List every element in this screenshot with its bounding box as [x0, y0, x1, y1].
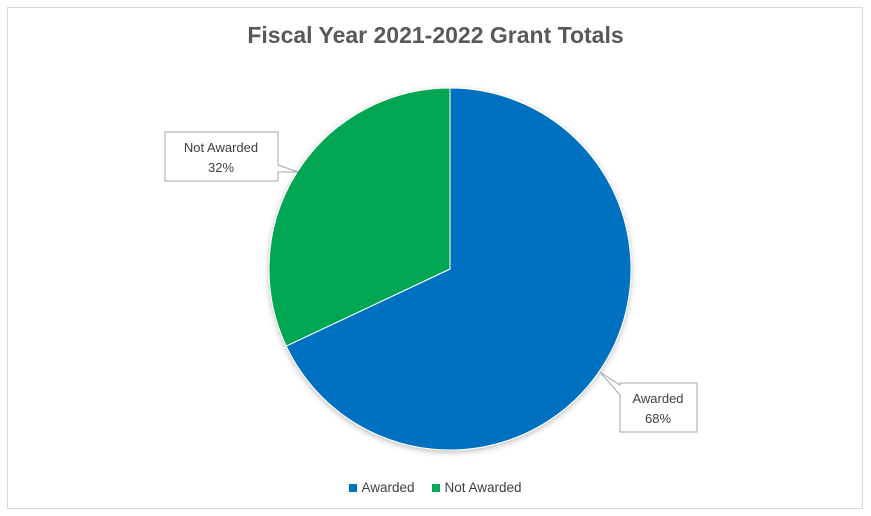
legend-label-awarded: Awarded	[361, 480, 415, 495]
callout-awarded-label: Awarded	[632, 391, 683, 406]
legend: Awarded Not Awarded	[0, 480, 871, 495]
legend-swatch-awarded	[349, 483, 358, 492]
chart-title: Fiscal Year 2021-2022 Grant Totals	[247, 22, 624, 48]
callout-awarded-value: 68%	[645, 411, 671, 426]
legend-item-awarded: Awarded	[349, 480, 414, 495]
callout-awarded: Awarded 68%	[599, 371, 698, 433]
pie-slice-awarded	[285, 87, 632, 451]
legend-item-not-awarded: Not Awarded	[432, 480, 522, 495]
legend-label-not-awarded: Not Awarded	[444, 480, 522, 495]
callout-not-awarded-value: 32%	[208, 160, 234, 175]
callout-not-awarded: Not Awarded 32%	[164, 131, 299, 182]
callout-not-awarded-label: Not Awarded	[184, 140, 258, 155]
callout-not-awarded-box	[164, 131, 299, 182]
legend-swatch-not-awarded	[432, 483, 441, 492]
pie-slices	[268, 87, 632, 451]
callout-awarded-box	[599, 371, 698, 433]
